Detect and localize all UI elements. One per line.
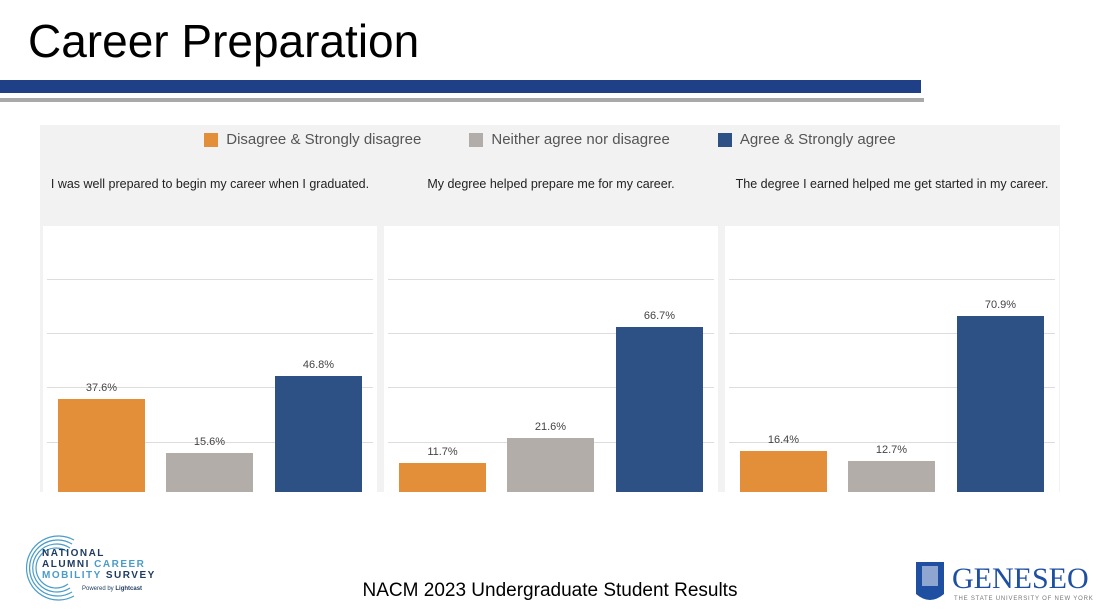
bar-chart-panel: 16.4% 12.7% 70.9%: [725, 226, 1059, 492]
gridline: [729, 442, 1055, 443]
data-label: 21.6%: [534, 421, 567, 434]
svg-text:THE STATE UNIVERSITY OF NEW YO: THE STATE UNIVERSITY OF NEW YORK: [954, 596, 1094, 602]
legend-label: Neither agree nor disagree: [491, 131, 670, 148]
gridline: [47, 387, 373, 388]
gridline: [729, 279, 1055, 280]
data-label: 37.6%: [85, 381, 118, 394]
bar-chart-panel: 11.7% 21.6% 66.7%: [384, 226, 718, 492]
bar: [166, 453, 253, 492]
legend-item: Agree & Strongly agree: [717, 131, 896, 148]
svg-text:MOBILITY SURVEY: MOBILITY SURVEY: [42, 570, 156, 581]
data-label: 12.7%: [875, 443, 908, 456]
gridline: [47, 333, 373, 334]
legend-label: Agree & Strongly agree: [739, 131, 896, 148]
bar: [58, 398, 145, 492]
svg-text:Powered by Lightcast: Powered by Lightcast: [82, 586, 142, 592]
svg-text:ALUMNI CAREER: ALUMNI CAREER: [42, 559, 145, 570]
bar: [616, 326, 703, 492]
svg-text:GENESEO: GENESEO: [952, 562, 1089, 595]
title-rule-gray: [0, 98, 924, 102]
panel-title: I was well prepared to begin my career w…: [50, 177, 370, 191]
legend-item: Disagree & Strongly disagree: [204, 131, 421, 148]
bar: [275, 375, 362, 492]
gridline: [729, 333, 1055, 334]
panel-title: The degree I earned helped me get starte…: [735, 177, 1049, 191]
bar-chart-panel: 37.6% 15.6% 46.8%: [43, 226, 377, 492]
nacm-logo: NATIONAL ALUMNI CAREER MOBILITY SURVEY P…: [25, 535, 156, 601]
gridline: [388, 279, 714, 280]
legend: Disagree & Strongly disagree Neither agre…: [0, 131, 1100, 148]
bar: [507, 438, 594, 492]
gridline: [388, 333, 714, 334]
title-rule-blue: [0, 80, 921, 93]
page-title: Career Preparation: [28, 15, 420, 67]
gridline: [47, 442, 373, 443]
bar: [740, 451, 827, 492]
footer-text: NACM 2023 Undergraduate Student Results: [362, 580, 738, 601]
legend-swatch: [204, 132, 219, 147]
data-label: 66.7%: [643, 309, 676, 322]
legend-swatch: [717, 132, 732, 147]
svg-text:NATIONAL: NATIONAL: [42, 548, 105, 559]
gridline: [47, 279, 373, 280]
data-label: 11.7%: [427, 445, 458, 458]
bar: [399, 462, 486, 492]
gridline: [729, 387, 1055, 388]
legend-swatch: [469, 132, 484, 147]
bar: [848, 460, 935, 492]
data-label: 70.9%: [984, 299, 1017, 312]
panel-title: My degree helped prepare me for my caree…: [427, 177, 675, 191]
bar: [957, 316, 1044, 492]
data-label: 46.8%: [302, 358, 335, 371]
legend-item: Neither agree nor disagree: [469, 131, 670, 148]
gridline: [388, 387, 714, 388]
geneseo-logo: GENESEO THE STATE UNIVERSITY OF NEW YORK: [916, 562, 1094, 602]
data-label: 15.6%: [193, 436, 226, 449]
data-label: 16.4%: [767, 434, 800, 447]
legend-label: Disagree & Strongly disagree: [226, 131, 422, 148]
